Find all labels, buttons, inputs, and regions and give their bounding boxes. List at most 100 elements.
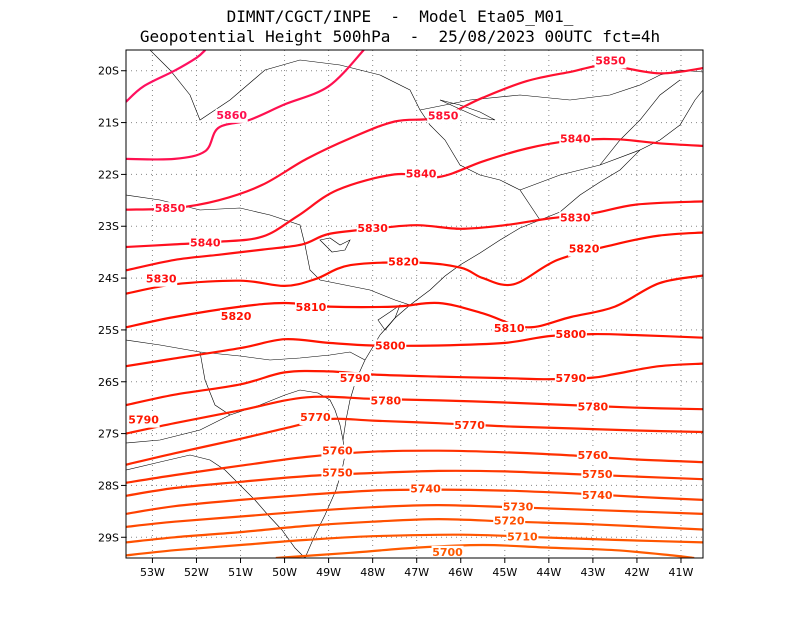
contour-label-bg xyxy=(493,514,526,529)
x-axis: 53W 52W 51W 50W 49W 48W 47W 46W 45W 44W 43W 42W 41W xyxy=(140,558,694,579)
x-tick-label: 42W xyxy=(624,566,649,579)
contour-label-5850: 5850 xyxy=(595,54,626,67)
contour-label-5820: 5820 xyxy=(569,243,600,256)
contour-label-5850: 5850 xyxy=(428,109,459,122)
x-tick-label: 46W xyxy=(448,566,473,579)
contour-label-bg xyxy=(215,108,248,123)
contour-label-bg xyxy=(409,482,442,497)
contour-label-bg xyxy=(220,309,253,324)
x-tick-label: 52W xyxy=(184,566,209,579)
contour-label-bg xyxy=(294,301,327,316)
x-tick-label: 50W xyxy=(272,566,297,579)
contour-label-5710: 5710 xyxy=(507,530,538,543)
contour-label-bg xyxy=(559,132,592,147)
state-border-2 xyxy=(126,339,366,361)
contour-label-5750: 5750 xyxy=(322,467,353,480)
border-argentina xyxy=(126,454,306,558)
contour-label-5770: 5770 xyxy=(454,419,485,432)
lake-detail xyxy=(319,237,351,253)
contour-label-bg xyxy=(339,372,372,387)
contour-5720 xyxy=(126,518,703,544)
contour-label-5790: 5790 xyxy=(340,372,371,385)
contour-label-5800: 5800 xyxy=(556,328,587,341)
contour-label-5790: 5790 xyxy=(128,414,159,427)
contour-label-5700: 5700 xyxy=(432,546,463,559)
contour-5830 xyxy=(126,200,703,272)
contour-label-bg xyxy=(581,468,614,483)
contour-label-5720: 5720 xyxy=(494,515,525,528)
contour-label-5740: 5740 xyxy=(582,489,613,502)
contour-label-bg xyxy=(127,413,160,428)
y-tick-label: 23S xyxy=(98,220,119,233)
contour-5700 xyxy=(275,543,695,558)
y-tick-label: 22S xyxy=(98,168,119,181)
contour-5870 xyxy=(126,50,207,103)
contour-label-bg xyxy=(321,466,354,481)
contour-5860 xyxy=(126,50,365,161)
contour-label-bg xyxy=(431,545,464,558)
contour-label-5740: 5740 xyxy=(410,483,441,496)
contour-label-5840: 5840 xyxy=(560,133,591,146)
contour-label-5840: 5840 xyxy=(190,236,221,249)
x-tick-label: 47W xyxy=(404,566,429,579)
contour-label-5830: 5830 xyxy=(146,273,177,286)
x-tick-label: 44W xyxy=(536,566,561,579)
lake-detail-2 xyxy=(439,99,496,121)
contour-label-5820: 5820 xyxy=(221,310,252,323)
contour-label-bg xyxy=(387,255,420,270)
coastline-north xyxy=(342,89,703,441)
contour-label-bg xyxy=(559,211,592,226)
contour-label-bg xyxy=(493,321,526,336)
state-border-6 xyxy=(519,149,641,191)
contour-5730 xyxy=(126,503,703,528)
contour-5800 xyxy=(126,332,703,368)
contour-label-bg xyxy=(154,202,187,217)
contour-5710 xyxy=(126,533,703,557)
contour-label-bg xyxy=(581,488,614,503)
contour-label-5860: 5860 xyxy=(216,109,247,122)
contour-label-5850: 5850 xyxy=(155,202,186,215)
y-tick-label: 20S xyxy=(98,65,119,78)
y-tick-label: 29S xyxy=(98,531,119,544)
y-tick-label: 21S xyxy=(98,117,119,130)
contour-label-5810: 5810 xyxy=(296,301,327,314)
x-tick-label: 43W xyxy=(580,566,605,579)
y-tick-label: 24S xyxy=(98,272,119,285)
contour-label-bg xyxy=(374,339,407,354)
state-border-3 xyxy=(199,351,231,416)
contour-label-5830: 5830 xyxy=(560,211,591,224)
y-tick-label: 27S xyxy=(98,428,119,441)
x-tick-label: 41W xyxy=(669,566,694,579)
contour-label-bg xyxy=(554,328,587,343)
contour-label-5820: 5820 xyxy=(388,256,419,269)
contour-label-5800: 5800 xyxy=(375,340,406,353)
coastline xyxy=(126,389,346,558)
y-tick-label: 28S xyxy=(98,479,119,492)
x-tick-label: 53W xyxy=(140,566,165,579)
contour-label-bg xyxy=(145,272,178,287)
contour-label-5830: 5830 xyxy=(357,222,388,235)
contour-label-5790: 5790 xyxy=(556,372,587,385)
bay-detail xyxy=(377,304,401,331)
contour-label-5770: 5770 xyxy=(300,411,331,424)
contour-label-5780: 5780 xyxy=(578,401,609,414)
contour-label-5760: 5760 xyxy=(322,445,353,458)
state-border-7 xyxy=(599,79,681,166)
state-border-1 xyxy=(126,194,411,306)
y-tick-label: 26S xyxy=(98,376,119,389)
contour-label-5730: 5730 xyxy=(503,501,534,514)
contour-5790 xyxy=(126,362,703,407)
x-tick-label: 49W xyxy=(316,566,341,579)
contour-label-bg xyxy=(502,500,535,515)
contour-label-bg xyxy=(427,109,460,124)
map-title-line-1: DIMNT/CGCT/INPE - Model Eta05_M01_ xyxy=(226,7,574,26)
contour-label-bg xyxy=(356,221,389,236)
contour-label-bg xyxy=(576,400,609,415)
contour-label-5750: 5750 xyxy=(582,468,613,481)
contour-label-bg xyxy=(506,530,539,545)
contour-5770 xyxy=(126,417,703,466)
contour-label-5780: 5780 xyxy=(371,394,402,407)
contour-label-bg xyxy=(369,394,402,409)
contour-label-5810: 5810 xyxy=(494,322,525,335)
